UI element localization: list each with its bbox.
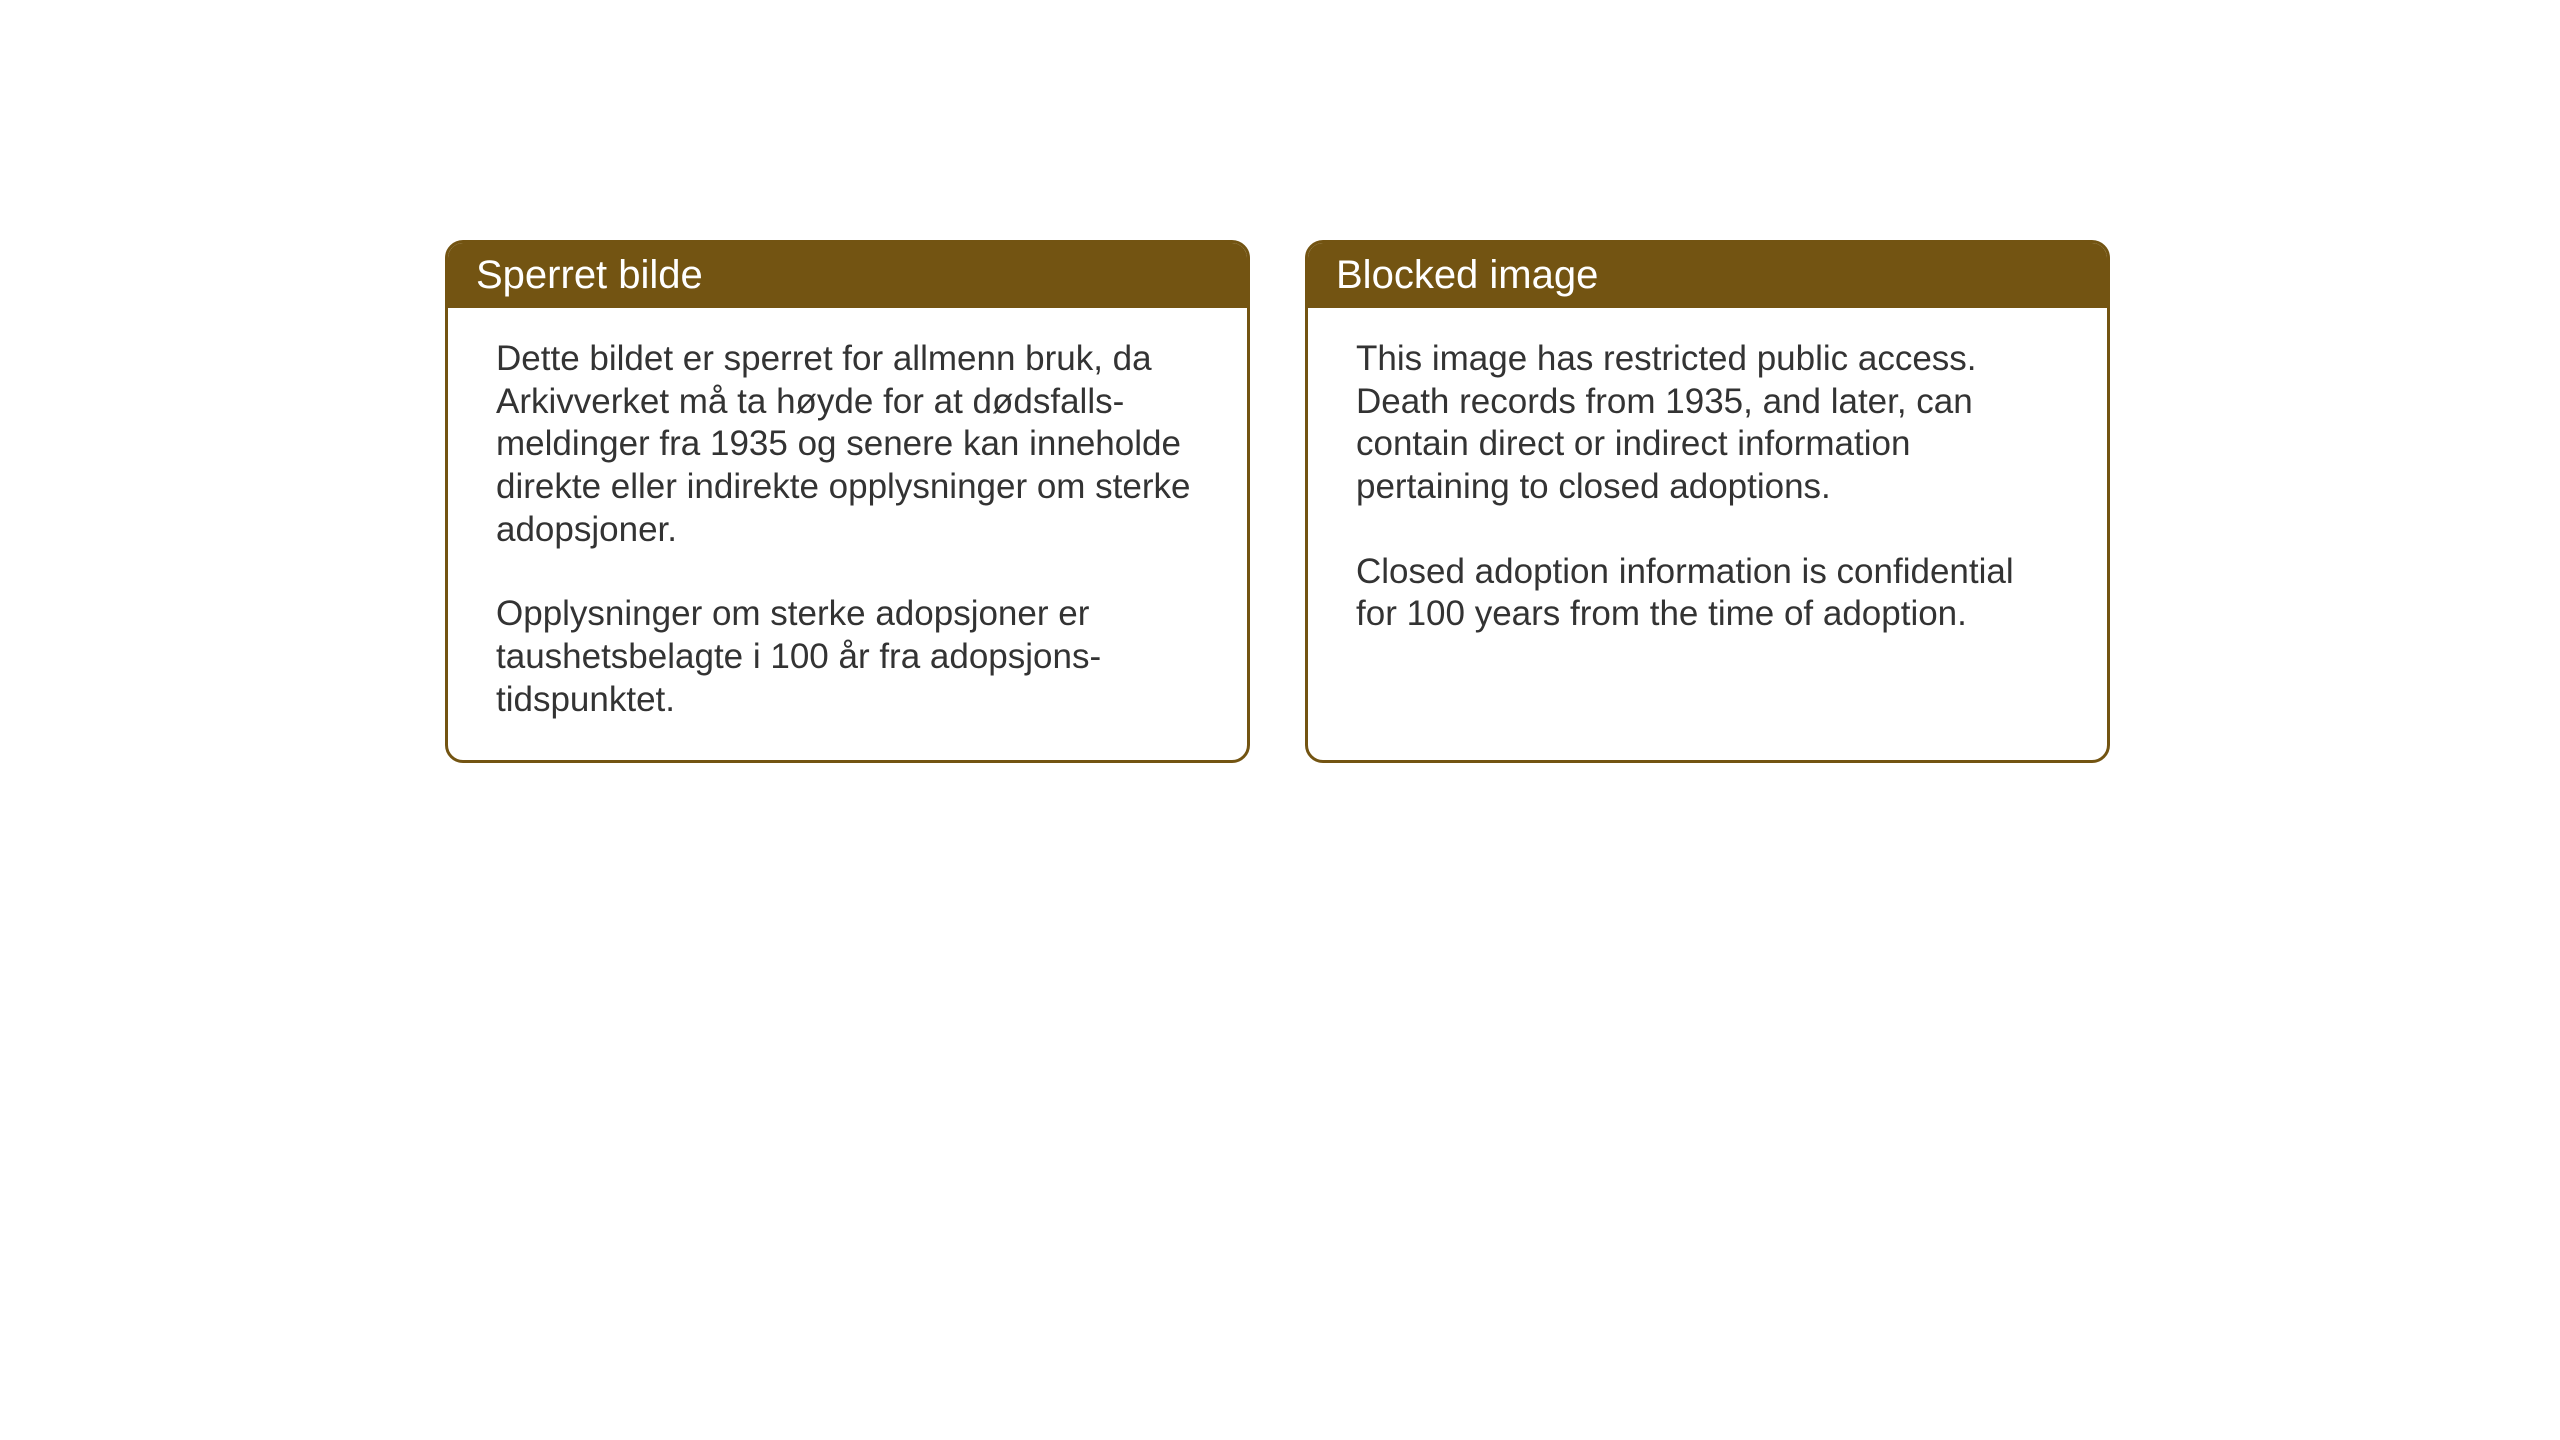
notice-card-norwegian: Sperret bilde Dette bildet er sperret fo… [445,240,1250,763]
card-body-english: This image has restricted public access.… [1308,308,2107,674]
card-title-english: Blocked image [1336,253,1598,297]
notice-card-english: Blocked image This image has restricted … [1305,240,2110,763]
card-paragraph-2-norwegian: Opplysninger om sterke adopsjoner er tau… [496,593,1199,721]
card-title-norwegian: Sperret bilde [476,253,703,297]
card-paragraph-2-english: Closed adoption information is confident… [1356,551,2059,636]
card-body-norwegian: Dette bildet er sperret for allmenn bruk… [448,308,1247,760]
notice-container: Sperret bilde Dette bildet er sperret fo… [445,240,2110,763]
card-paragraph-1-english: This image has restricted public access.… [1356,338,2059,509]
card-header-norwegian: Sperret bilde [448,243,1247,308]
card-header-english: Blocked image [1308,243,2107,308]
card-paragraph-1-norwegian: Dette bildet er sperret for allmenn bruk… [496,338,1199,551]
